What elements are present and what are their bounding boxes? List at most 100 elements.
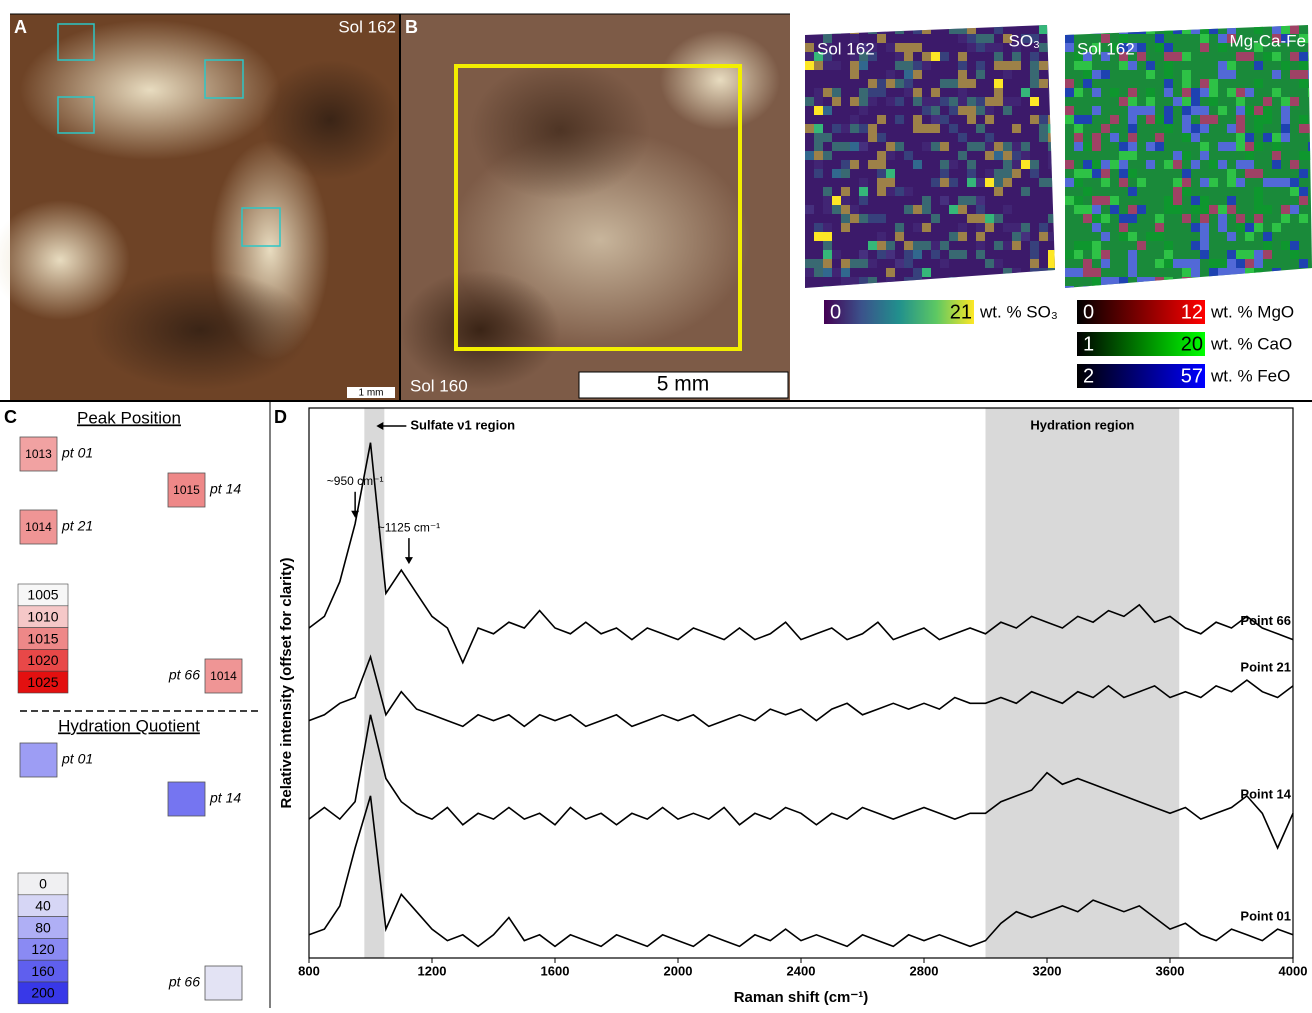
map-pixel (1030, 286, 1039, 295)
map-pixel (1039, 25, 1048, 34)
map-pixel (1074, 178, 1083, 187)
legend-label: 0 (39, 876, 47, 892)
map-pixel (895, 259, 904, 268)
map-pixel (985, 133, 994, 142)
map-pixel (922, 142, 931, 151)
map-pixel (1209, 88, 1218, 97)
map-pixel (1182, 214, 1191, 223)
x-tick-label: 3200 (1033, 963, 1062, 978)
map-pixel (994, 52, 1003, 61)
map-pixel (1048, 25, 1057, 34)
map-pixel (1164, 25, 1173, 34)
map-pixel (1012, 232, 1021, 241)
map-pixel (868, 124, 877, 133)
map-pixel (967, 79, 976, 88)
map-pixel (967, 142, 976, 151)
map-pixel (877, 169, 886, 178)
map-pixel (1191, 124, 1200, 133)
map-pixel (922, 223, 931, 232)
map-pixel (841, 214, 850, 223)
map-pixel (1236, 97, 1245, 106)
map-pixel (1236, 250, 1245, 259)
map-pixel (985, 115, 994, 124)
map-pixel (985, 34, 994, 43)
map-pixel (976, 70, 985, 79)
map-pixel (958, 151, 967, 160)
map-pixel (976, 34, 985, 43)
map-pixel (886, 277, 895, 286)
map-pixel (1155, 115, 1164, 124)
map-pixel (1101, 178, 1110, 187)
map-pixel (859, 277, 868, 286)
point-swatch (168, 782, 205, 816)
map-pixel (1200, 79, 1209, 88)
map-pixel (1299, 196, 1308, 205)
map-pixel (1030, 97, 1039, 106)
map-pixel (1227, 205, 1236, 214)
map-pixel (1209, 277, 1218, 286)
map-pixel (1021, 232, 1030, 241)
map-pixel (967, 25, 976, 34)
map-pixel (1281, 133, 1290, 142)
map-pixel (823, 232, 832, 241)
series-label: Point 66 (1240, 613, 1291, 628)
map-pixel (823, 151, 832, 160)
map-pixel (1128, 205, 1137, 214)
map-pixel (1245, 133, 1254, 142)
map-pixel (1245, 250, 1254, 259)
map-pixel (841, 259, 850, 268)
map-pixel (1245, 259, 1254, 268)
map-pixel (913, 286, 922, 295)
colorbar-max: 21 (950, 301, 972, 323)
map-pixel (1164, 241, 1173, 250)
map-pixel (895, 286, 904, 295)
map-pixel (1092, 205, 1101, 214)
map-pixel (1128, 88, 1137, 97)
map-pixel (1236, 277, 1245, 286)
map-pixel (958, 70, 967, 79)
map-pixel (823, 223, 832, 232)
map-pixel (1048, 43, 1057, 52)
map-pixel (1065, 115, 1074, 124)
map-pixel (1236, 160, 1245, 169)
colorbar-max: 20 (1181, 333, 1203, 355)
map-pixel (967, 43, 976, 52)
map-pixel (1263, 106, 1272, 115)
map-pixel (1227, 268, 1236, 277)
map-pixel (1128, 250, 1137, 259)
map-pixel (958, 196, 967, 205)
section-title: Peak Position (77, 408, 181, 427)
map-pixel (940, 115, 949, 124)
map-pixel (859, 259, 868, 268)
map-pixel (859, 214, 868, 223)
map-pixel (958, 133, 967, 142)
map-pixel (967, 214, 976, 223)
map-pixel (994, 151, 1003, 160)
map-pixel (958, 106, 967, 115)
x-tick-label: 4000 (1279, 963, 1308, 978)
map-pixel (1083, 142, 1092, 151)
map-pixel (1164, 79, 1173, 88)
map-pixel (913, 25, 922, 34)
map-pixel (1048, 232, 1057, 241)
map-pixel (1227, 142, 1236, 151)
map-pixel (1227, 259, 1236, 268)
map-pixel (904, 88, 913, 97)
map-pixel (1155, 133, 1164, 142)
map-pixel (1200, 178, 1209, 187)
map-pixel (1065, 106, 1074, 115)
map-pixel (1048, 133, 1057, 142)
map-pixel (1128, 214, 1137, 223)
map-pixel (859, 88, 868, 97)
map-pixel (904, 250, 913, 259)
map-pixel (1308, 70, 1312, 79)
map-pixel (1263, 133, 1272, 142)
map-pixel (994, 25, 1003, 34)
map-pixel (904, 187, 913, 196)
map-pixel (1290, 160, 1299, 169)
map-pixel (895, 97, 904, 106)
map-pixel (1074, 250, 1083, 259)
map-pixel (913, 277, 922, 286)
map-pixel (1146, 232, 1155, 241)
